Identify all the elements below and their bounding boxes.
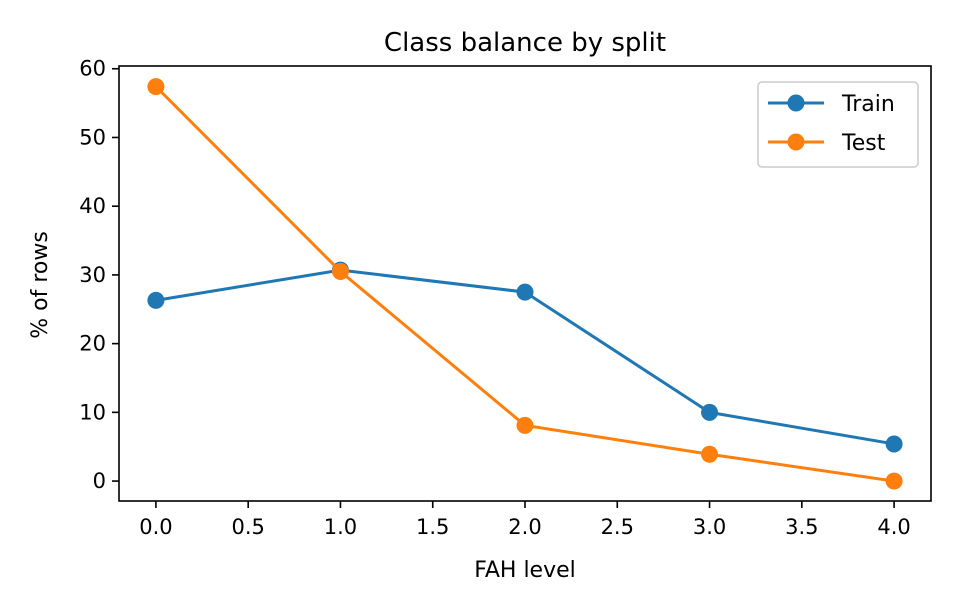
x-tick-label: 1.0 — [324, 515, 357, 539]
x-tick-label: 4.0 — [877, 515, 910, 539]
y-tick-label: 10 — [79, 400, 106, 424]
y-tick-label: 40 — [79, 194, 106, 218]
y-tick-label: 50 — [79, 125, 106, 149]
axis-ticks: 0.0 0.5 1.0 1.5 2.0 2.5 3.0 3.5 4.0 0 10 20 30 40 50 60 — [79, 57, 911, 539]
chart-title: Class balance by split — [384, 28, 666, 58]
data-point — [331, 262, 349, 280]
legend-marker — [787, 133, 805, 151]
x-tick-label: 0.5 — [231, 515, 264, 539]
y-tick-label: 60 — [79, 57, 106, 81]
x-axis-label: FAH level — [474, 558, 576, 583]
data-point — [885, 435, 903, 453]
series-layer — [147, 78, 903, 490]
plot-frame — [118, 65, 932, 502]
data-point — [147, 291, 165, 309]
y-tick-label: 20 — [79, 332, 106, 356]
y-axis-label: % of rows — [28, 231, 53, 339]
legend-label: Train — [841, 92, 895, 117]
legend-item: Train — [768, 92, 895, 117]
data-point — [701, 445, 719, 463]
x-tick-label: 3.0 — [693, 515, 726, 539]
data-point — [147, 78, 165, 96]
legend-item: Test — [768, 131, 886, 156]
x-tick-label: 0.0 — [139, 515, 172, 539]
x-tick-label: 2.0 — [508, 515, 541, 539]
legend-label: Test — [841, 131, 886, 156]
y-tick-label: 30 — [79, 263, 106, 287]
data-point — [516, 416, 534, 434]
data-point — [701, 403, 719, 421]
y-tick-label: 0 — [93, 469, 106, 493]
legend-marker — [787, 94, 805, 112]
x-tick-label: 1.5 — [416, 515, 449, 539]
legend: Train Test — [757, 81, 919, 168]
series-train — [147, 261, 903, 453]
x-tick-label: 2.5 — [601, 515, 634, 539]
data-point — [885, 472, 903, 490]
series-test — [147, 78, 903, 490]
data-point — [516, 283, 534, 301]
x-tick-label: 3.5 — [785, 515, 818, 539]
